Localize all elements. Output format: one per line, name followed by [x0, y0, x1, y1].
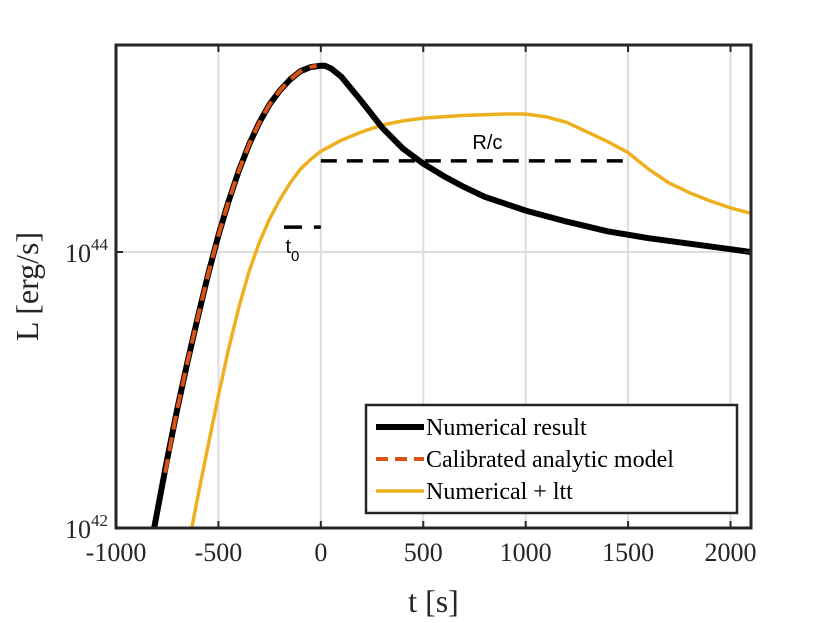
series-line-numerical-result: [151, 62, 751, 528]
legend: Numerical result Calibrated analytic mode…: [364, 403, 739, 515]
legend-box: [364, 403, 739, 515]
x-tick-label: 2000: [705, 538, 757, 567]
legend-label: Numerical + ltt: [426, 479, 573, 505]
y-tick-label: 1044: [65, 235, 109, 268]
x-tick-label: 1000: [500, 538, 552, 567]
x-tick-label: 0: [314, 538, 327, 567]
ticks-layer: -1000 -500 0 500 1000 1500 2000 1042 1044: [65, 45, 757, 567]
axes-box: [114, 43, 753, 530]
grid: [116, 45, 751, 528]
annotations-layer: R/c t0: [283, 132, 624, 265]
legend-label: Numerical result: [426, 415, 587, 441]
y-tick-label: 1042: [65, 511, 108, 544]
series-layer: [151, 62, 751, 528]
x-tick-label: -1000: [86, 538, 147, 567]
rc-label: R/c: [472, 132, 502, 154]
x-tick-label: -500: [195, 538, 243, 567]
x-axis-label: t [s]: [408, 583, 459, 619]
y-axis-label: L [erg/s]: [9, 232, 45, 341]
x-tick-label: 500: [404, 538, 443, 567]
t0-label: t0: [285, 236, 299, 265]
x-tick-label: 1500: [602, 538, 654, 567]
series-line-numerical-ltt: [190, 112, 751, 528]
legend-label: Calibrated analytic model: [426, 447, 674, 473]
series-line-calibrated-analytic-model: [163, 63, 318, 474]
